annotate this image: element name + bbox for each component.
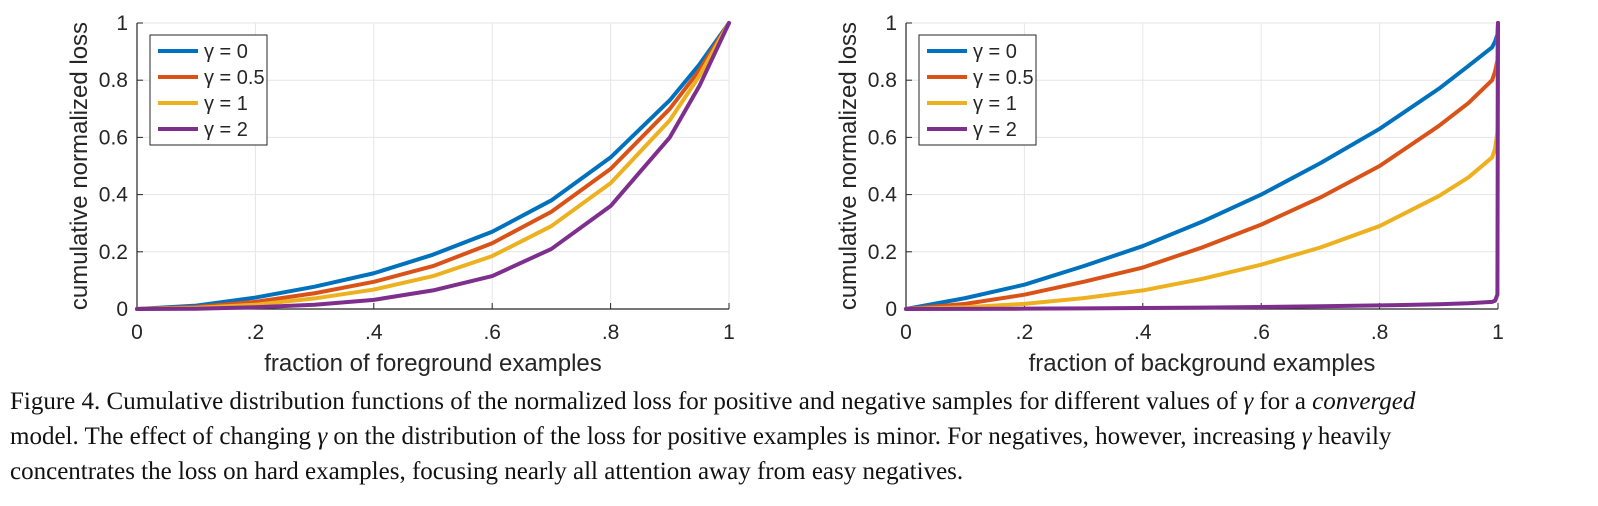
- caption-text: heavily: [1311, 423, 1392, 450]
- x-tick-label: .2: [247, 321, 265, 344]
- series-line-1: [904, 21, 1500, 311]
- series-line-4: [904, 21, 1500, 311]
- legend-label: γ = 0.5: [204, 67, 265, 89]
- y-axis-label: cumulative normalized loss: [66, 22, 93, 310]
- legend-box: [918, 34, 1037, 146]
- y-tick-label: 0: [116, 298, 128, 321]
- x-tick-label: .6: [483, 321, 501, 344]
- x-tick-label: .2: [1016, 321, 1034, 344]
- x-tick-label: .4: [1134, 321, 1152, 344]
- legend-box: [149, 34, 268, 146]
- y-axis-label: cumulative normalized loss: [835, 22, 862, 310]
- y-tick-label: 0: [885, 298, 897, 321]
- legend-label: γ = 1: [973, 93, 1017, 115]
- caption-line-2: model. The effect of changing γ on the d…: [10, 419, 1590, 454]
- y-tick-label: 0.8: [99, 69, 128, 92]
- x-axis-label: fraction of foreground examples: [264, 350, 602, 377]
- gamma-symbol: γ: [317, 423, 328, 450]
- y-tick-label: 0.6: [99, 126, 128, 149]
- x-tick-label: 0: [900, 321, 912, 344]
- x-tick-label: .8: [602, 321, 620, 344]
- caption-text: Figure 4. Cumulative distribution functi…: [10, 388, 1244, 415]
- x-axis-label: fraction of background examples: [1029, 350, 1376, 377]
- legend-label: γ = 2: [204, 119, 248, 141]
- y-tick-label: 0.8: [868, 69, 897, 92]
- y-tick-label: 1: [885, 12, 897, 35]
- legend-label: γ = 0: [204, 41, 248, 63]
- x-tick-label: 1: [1492, 321, 1504, 344]
- series-line-3: [904, 21, 1500, 311]
- series-line-2: [135, 21, 731, 311]
- legend-label: γ = 0.5: [973, 67, 1034, 89]
- x-tick-label: 1: [723, 321, 735, 344]
- series-line-4: [135, 21, 731, 311]
- x-tick-label: 0: [131, 321, 143, 344]
- series-line-3: [135, 21, 731, 311]
- x-tick-label: .6: [1252, 321, 1270, 344]
- series-line-1: [135, 21, 731, 311]
- legend-label: γ = 2: [973, 119, 1017, 141]
- caption-text: for a: [1253, 388, 1313, 415]
- series-line-2: [904, 21, 1500, 311]
- x-tick-label: .4: [365, 321, 383, 344]
- x-tick-label: .8: [1371, 321, 1389, 344]
- legend-label: γ = 1: [204, 93, 248, 115]
- y-tick-label: 0.6: [868, 126, 897, 149]
- figure-caption: Figure 4. Cumulative distribution functi…: [10, 384, 1590, 489]
- y-tick-label: 0.2: [868, 241, 897, 264]
- caption-text: on the distribution of the loss for posi…: [327, 423, 1302, 450]
- caption-emphasis: converged: [1312, 388, 1416, 415]
- gamma-symbol: γ: [1301, 423, 1312, 450]
- y-tick-label: 0.2: [99, 241, 128, 264]
- y-tick-label: 1: [116, 12, 128, 35]
- y-tick-label: 0.4: [99, 184, 129, 207]
- caption-text: model. The effect of changing: [10, 423, 318, 450]
- y-tick-label: 0.4: [868, 184, 898, 207]
- gamma-symbol: γ: [1243, 388, 1254, 415]
- caption-line-1: Figure 4. Cumulative distribution functi…: [10, 384, 1590, 419]
- caption-line-3: concentrates the loss on hard examples, …: [10, 458, 964, 485]
- legend-label: γ = 0: [973, 41, 1017, 63]
